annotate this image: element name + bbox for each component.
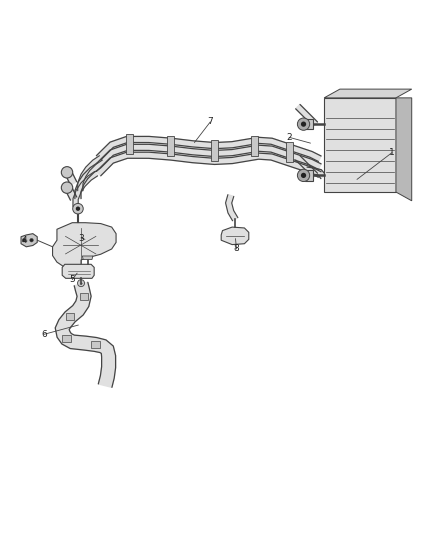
Text: 8: 8 — [233, 245, 240, 254]
Polygon shape — [324, 98, 396, 192]
Polygon shape — [53, 223, 116, 269]
Circle shape — [297, 169, 310, 182]
Polygon shape — [66, 313, 74, 320]
Polygon shape — [167, 136, 174, 156]
Circle shape — [61, 167, 73, 178]
Polygon shape — [62, 264, 94, 278]
Polygon shape — [73, 172, 98, 206]
Polygon shape — [306, 167, 325, 179]
Polygon shape — [96, 144, 321, 169]
Polygon shape — [296, 156, 318, 177]
Circle shape — [301, 173, 306, 178]
Circle shape — [73, 204, 83, 214]
Polygon shape — [296, 104, 318, 126]
Circle shape — [22, 238, 26, 242]
Polygon shape — [396, 98, 412, 201]
Polygon shape — [286, 142, 293, 162]
Polygon shape — [324, 89, 412, 98]
Polygon shape — [82, 256, 93, 260]
Circle shape — [76, 206, 80, 211]
Polygon shape — [62, 335, 71, 342]
Polygon shape — [78, 156, 102, 191]
Polygon shape — [91, 341, 100, 348]
Circle shape — [61, 182, 73, 193]
Circle shape — [301, 122, 306, 127]
Polygon shape — [251, 136, 258, 156]
Text: 4: 4 — [21, 236, 27, 245]
Polygon shape — [96, 136, 321, 161]
Text: 7: 7 — [207, 117, 213, 126]
Polygon shape — [305, 119, 313, 130]
Polygon shape — [80, 293, 88, 300]
Circle shape — [297, 118, 310, 130]
Polygon shape — [126, 134, 133, 155]
Polygon shape — [21, 233, 37, 247]
Text: 5: 5 — [69, 275, 75, 284]
Circle shape — [30, 238, 33, 242]
Polygon shape — [66, 173, 77, 185]
Text: 2: 2 — [286, 133, 292, 142]
Circle shape — [78, 280, 85, 287]
Polygon shape — [226, 195, 238, 221]
Polygon shape — [211, 140, 218, 160]
Polygon shape — [66, 188, 77, 200]
Polygon shape — [305, 170, 313, 181]
Polygon shape — [221, 227, 249, 245]
Text: 3: 3 — [78, 233, 84, 243]
Polygon shape — [55, 282, 116, 387]
Polygon shape — [96, 152, 321, 177]
Text: 1: 1 — [389, 148, 395, 157]
Polygon shape — [75, 163, 100, 199]
Text: 6: 6 — [41, 330, 47, 339]
